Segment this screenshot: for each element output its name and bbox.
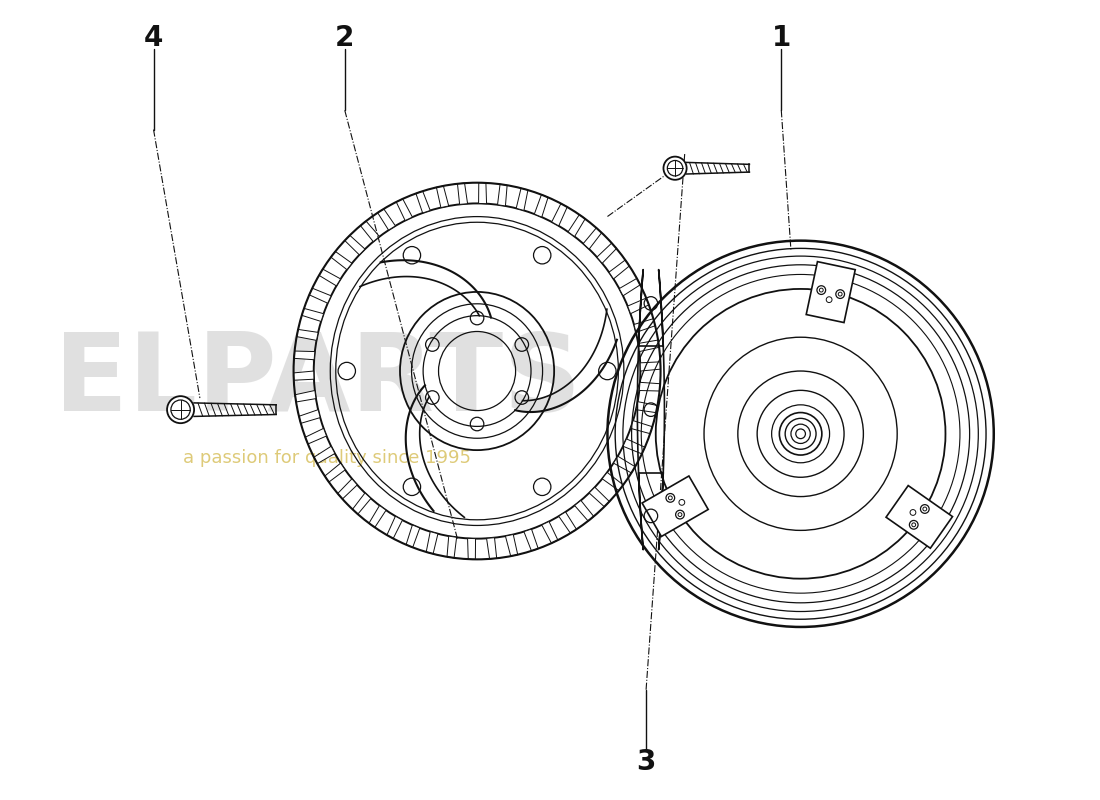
Polygon shape <box>319 269 341 286</box>
Polygon shape <box>524 529 538 551</box>
Polygon shape <box>574 501 594 521</box>
Polygon shape <box>437 186 449 207</box>
Polygon shape <box>309 288 331 303</box>
Polygon shape <box>614 456 635 473</box>
Polygon shape <box>297 330 318 340</box>
Polygon shape <box>314 446 334 464</box>
Circle shape <box>912 523 915 526</box>
Polygon shape <box>306 428 327 444</box>
Polygon shape <box>636 402 658 413</box>
Polygon shape <box>552 203 568 226</box>
Polygon shape <box>639 382 660 391</box>
Polygon shape <box>535 194 548 217</box>
Text: ELPARTS: ELPARTS <box>54 328 582 434</box>
Circle shape <box>663 157 686 180</box>
Polygon shape <box>338 478 358 499</box>
Circle shape <box>678 513 682 517</box>
Polygon shape <box>294 371 313 380</box>
Polygon shape <box>324 463 345 482</box>
Circle shape <box>795 429 805 438</box>
Polygon shape <box>559 512 576 533</box>
Polygon shape <box>516 188 528 210</box>
Polygon shape <box>568 214 585 237</box>
Polygon shape <box>486 538 497 559</box>
Circle shape <box>838 292 843 296</box>
Polygon shape <box>638 340 659 351</box>
Polygon shape <box>447 536 456 558</box>
Circle shape <box>669 496 672 500</box>
Polygon shape <box>458 183 468 204</box>
Polygon shape <box>590 487 609 506</box>
Polygon shape <box>478 182 486 204</box>
Polygon shape <box>619 278 640 296</box>
Polygon shape <box>344 235 365 255</box>
Polygon shape <box>396 199 412 221</box>
Polygon shape <box>640 362 661 371</box>
Polygon shape <box>352 493 371 514</box>
Polygon shape <box>806 262 855 322</box>
Polygon shape <box>416 191 430 213</box>
Polygon shape <box>368 506 386 527</box>
Polygon shape <box>377 209 395 230</box>
Polygon shape <box>583 228 602 249</box>
Text: 2: 2 <box>336 24 354 52</box>
Polygon shape <box>609 260 629 279</box>
Polygon shape <box>387 516 403 538</box>
Circle shape <box>820 288 823 292</box>
Polygon shape <box>361 221 379 242</box>
Polygon shape <box>299 410 320 423</box>
Polygon shape <box>634 318 656 332</box>
Polygon shape <box>597 243 616 263</box>
Polygon shape <box>497 184 507 206</box>
Polygon shape <box>331 251 352 270</box>
Text: 4: 4 <box>144 24 163 52</box>
Polygon shape <box>602 472 624 490</box>
Polygon shape <box>295 390 316 402</box>
Polygon shape <box>886 486 953 548</box>
Polygon shape <box>628 298 649 314</box>
Polygon shape <box>468 538 475 559</box>
Polygon shape <box>301 308 323 322</box>
Text: a passion for quality since 1995: a passion for quality since 1995 <box>184 449 472 467</box>
Polygon shape <box>294 351 315 360</box>
Polygon shape <box>406 525 420 547</box>
Text: 1: 1 <box>772 24 791 52</box>
Circle shape <box>167 396 194 423</box>
Polygon shape <box>505 534 518 556</box>
Circle shape <box>780 413 822 455</box>
Polygon shape <box>426 531 438 554</box>
Polygon shape <box>630 421 652 434</box>
Polygon shape <box>542 522 558 543</box>
Circle shape <box>923 507 926 511</box>
Polygon shape <box>642 476 708 537</box>
Text: 3: 3 <box>637 748 656 776</box>
Polygon shape <box>623 439 645 454</box>
